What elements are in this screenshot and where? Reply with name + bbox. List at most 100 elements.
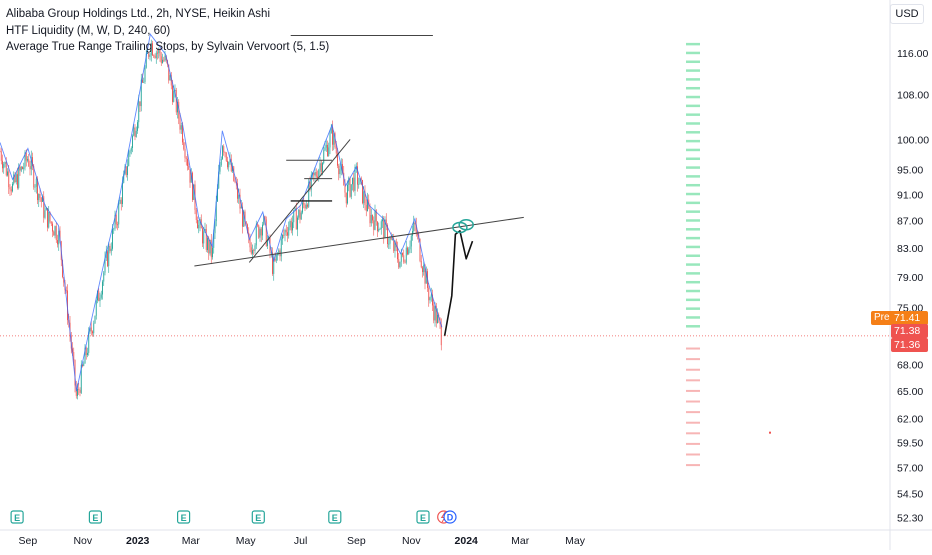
candle-body [350, 178, 351, 197]
liquidity-buy-box [686, 140, 700, 143]
x-tick-label: May [565, 535, 586, 547]
candle-body [291, 221, 292, 230]
earnings-icon-label: E [92, 513, 98, 523]
candle-body [91, 328, 92, 332]
currency-button[interactable]: USD [890, 4, 924, 24]
x-tick-label: 2023 [126, 535, 150, 547]
x-tick-label: 2024 [455, 535, 479, 547]
candle-body [262, 225, 263, 236]
candle-body [130, 151, 131, 154]
candle-body [145, 68, 146, 82]
candle-body [96, 300, 97, 315]
candle-body [118, 204, 119, 225]
earnings-icon-label: E [420, 513, 426, 523]
candle-body [113, 229, 114, 230]
candle-body [38, 194, 39, 200]
candle-body [326, 145, 327, 148]
candle-body [78, 389, 79, 390]
candle-body [276, 255, 277, 261]
indicator-atr-trailing-stops[interactable]: Average True Range Trailing Stops, by Sy… [6, 39, 329, 56]
x-tick-label: Sep [19, 535, 38, 547]
candle-body [136, 131, 137, 137]
candle-body [261, 229, 262, 236]
y-tick-label: 79.00 [897, 272, 923, 284]
liquidity-buy-box [686, 52, 700, 55]
candle-body [153, 55, 154, 56]
candle-body [305, 205, 306, 209]
y-tick-label: 62.00 [897, 413, 923, 425]
candle-body [307, 205, 308, 207]
candle-body [126, 166, 127, 174]
candle-body [56, 226, 57, 240]
y-tick-label: 91.00 [897, 189, 923, 201]
candle-body [127, 166, 128, 175]
candle-body [92, 331, 93, 333]
candle-body [313, 173, 314, 175]
liquidity-sell-box [686, 411, 700, 413]
candle-body [46, 208, 47, 210]
pre-market-price-tag: 71.41 [891, 311, 928, 325]
candle-body [120, 200, 121, 204]
candle-body [36, 179, 37, 187]
liquidity-sell-box [686, 348, 700, 350]
liquidity-buy-box [686, 325, 700, 328]
candle-body [292, 222, 293, 230]
candle-body [406, 248, 407, 263]
candle-body [140, 101, 141, 106]
symbol-title[interactable]: Alibaba Group Holdings Ltd., 2h, NYSE, H… [6, 6, 329, 23]
candle-body [161, 56, 162, 63]
x-tick-label: Jul [294, 535, 307, 547]
candle-body [437, 315, 438, 323]
candle-body [185, 149, 186, 158]
candle-body [162, 60, 163, 63]
liquidity-sell-box [686, 369, 700, 371]
candle-body [410, 246, 411, 249]
candle-body [296, 208, 297, 229]
candle-body [2, 161, 3, 168]
candle-body [413, 223, 414, 232]
y-tick-label: 59.50 [897, 437, 923, 449]
candle-body [87, 353, 88, 355]
candle-body [325, 148, 326, 151]
candle-body [381, 221, 382, 229]
liquidity-sell-box [686, 379, 700, 381]
candle-body [186, 158, 187, 159]
candle-body [18, 167, 19, 188]
candle-body [202, 228, 203, 243]
candle-body [103, 273, 104, 282]
candle-body [53, 232, 54, 236]
candle-body [277, 254, 278, 255]
liquidity-buy-box [686, 87, 700, 90]
candle-body [101, 295, 102, 298]
candle-body [288, 227, 289, 235]
candle-body [330, 133, 331, 147]
candle-body [346, 193, 347, 204]
candle-body [93, 323, 94, 333]
candle-body [225, 152, 226, 153]
earnings-icon-label: E [181, 513, 187, 523]
liquidity-buy-box [686, 43, 700, 46]
y-tick-label: 57.00 [897, 462, 923, 474]
liquidity-buy-box [686, 255, 700, 258]
candle-body [23, 167, 24, 169]
candle-body [48, 212, 49, 228]
liquidity-buy-box [686, 210, 700, 213]
candle-body [433, 305, 434, 320]
candle-body [403, 255, 404, 261]
indicator-htf-liquidity[interactable]: HTF Liquidity (M, W, D, 240, 60) [6, 23, 329, 40]
liquidity-buy-box [686, 237, 700, 240]
candle-body [1, 151, 2, 160]
earnings-icon-label: E [332, 513, 338, 523]
liquidity-buy-box [686, 96, 700, 99]
candle-body [380, 229, 381, 230]
candle-body [3, 164, 4, 168]
liquidity-buy-box [686, 228, 700, 231]
candle-body [207, 238, 208, 250]
x-tick-label: Nov [73, 535, 92, 547]
candle-body [197, 220, 198, 228]
candle-body [117, 224, 118, 225]
candle-body [257, 225, 258, 226]
candle-body [41, 198, 42, 202]
